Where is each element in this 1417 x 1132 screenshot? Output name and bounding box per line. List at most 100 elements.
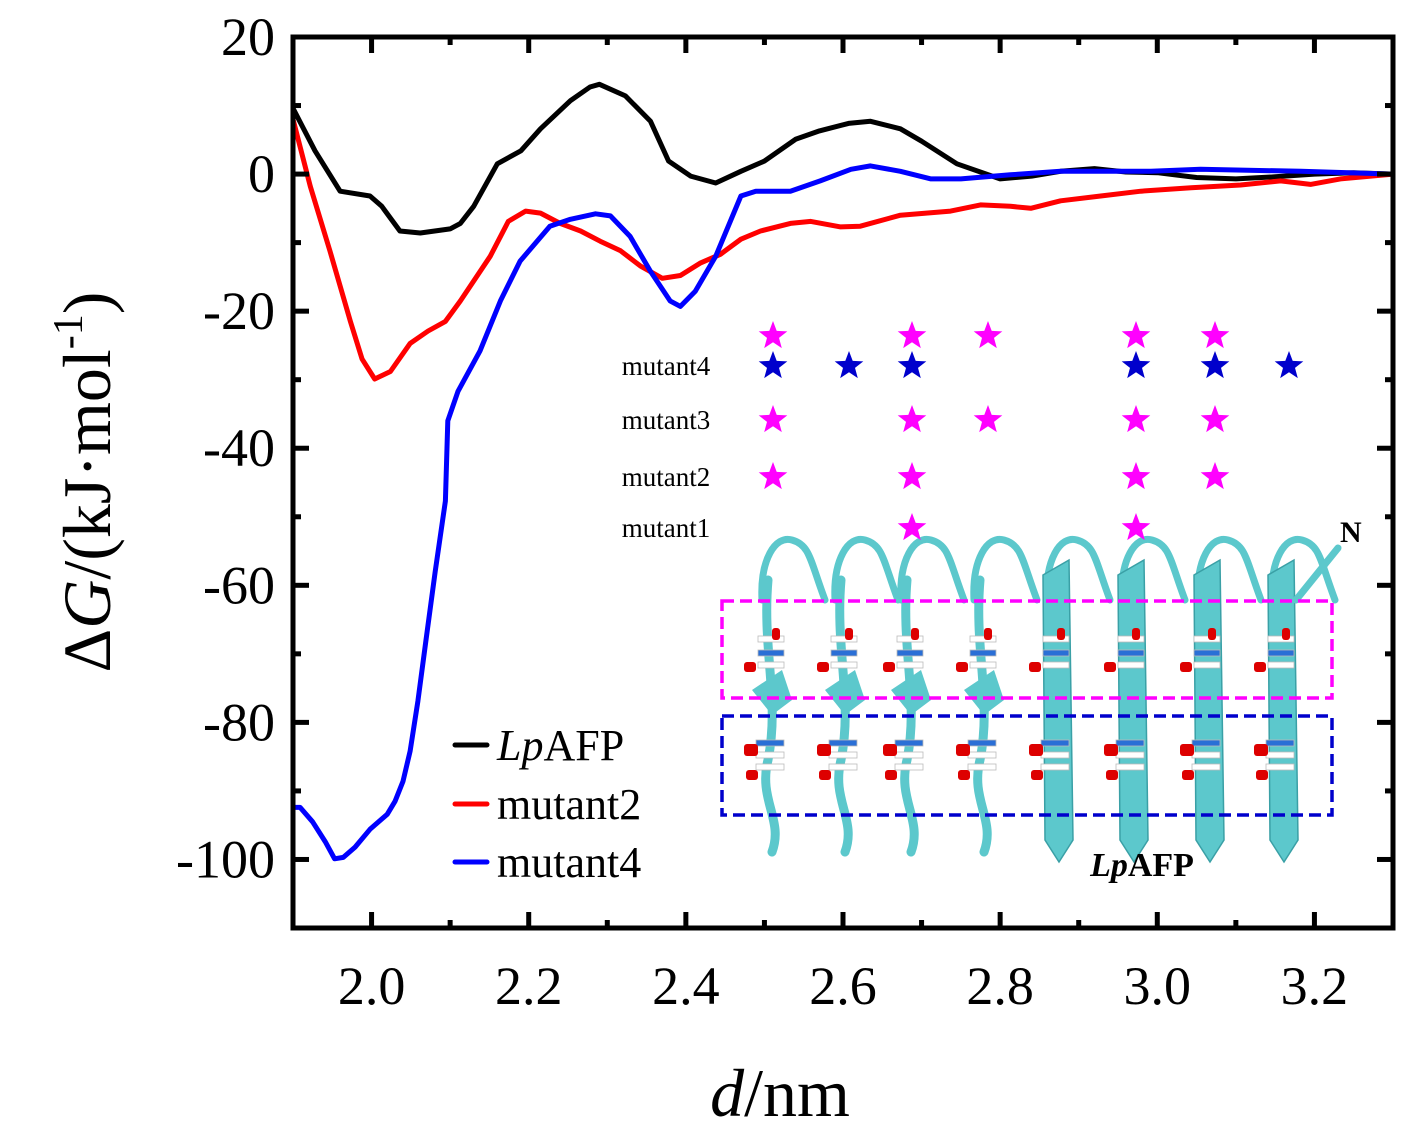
- oxygen-atom: [819, 770, 831, 780]
- oxygen-atom: [1031, 770, 1043, 780]
- side-chain-stick: [1042, 661, 1070, 669]
- legend-label: LpAFP: [496, 721, 624, 770]
- side-chain-stick: [967, 739, 997, 747]
- oxygen-atom: [911, 628, 919, 640]
- mutant-row-label: mutant3: [622, 405, 711, 435]
- side-chain-stick: [1193, 661, 1221, 669]
- mutation-star-icon: [1200, 405, 1230, 433]
- series-line-mutant2: [290, 116, 1396, 382]
- oxygen-atom: [1180, 744, 1194, 756]
- oxygen-atom: [1057, 628, 1065, 640]
- x-tick-label: 2.4: [652, 956, 720, 1016]
- n-terminus-label: N: [1340, 516, 1362, 549]
- n-terminus-tail: [1292, 544, 1342, 604]
- ribbon-arrow: [891, 670, 931, 715]
- side-chain-stick: [1193, 635, 1221, 643]
- side-chain-stick: [828, 739, 858, 747]
- series-line-mutant4: [290, 163, 1396, 862]
- ribbon-strand: [1193, 558, 1225, 864]
- ribbon-arrow: [825, 670, 865, 715]
- side-chain-stick: [1040, 739, 1070, 747]
- ribbon-loop: [1118, 535, 1189, 604]
- oxygen-atom: [1254, 662, 1266, 672]
- ribbon-loop: [970, 535, 1041, 604]
- protein-coil: [1104, 535, 1189, 864]
- ribbon-arrow: [964, 670, 1004, 715]
- mutation-star-icon: [1121, 321, 1151, 349]
- protein-label: LpAFP: [1089, 847, 1194, 884]
- side-chain-stick: [894, 751, 924, 759]
- mutation-star-icon: [758, 462, 788, 490]
- oxygen-atom: [1132, 628, 1140, 640]
- oxygen-atom: [1104, 744, 1118, 756]
- x-tick-label: 2.6: [809, 956, 877, 1016]
- x-axis-title-symbol: d: [710, 1055, 745, 1131]
- mutation-star-icon: [1121, 513, 1151, 541]
- y-axis-title-unit: /(kJ·mol: [49, 349, 125, 579]
- mutant-row-label: mutant4: [622, 351, 711, 381]
- oxygen-atom: [1029, 662, 1041, 672]
- side-chain-stick: [1115, 763, 1145, 771]
- side-chain-stick: [828, 763, 858, 771]
- oxygen-atom: [1208, 628, 1216, 640]
- mutation-star-icon: [1274, 351, 1304, 379]
- lower-site-box: [720, 714, 1334, 817]
- mutation-star-icon: [897, 513, 927, 541]
- mutant-row-label: mutant1: [622, 513, 711, 543]
- oxygen-atom: [744, 744, 758, 756]
- side-chain-stick: [1042, 649, 1070, 657]
- protein-coil: [956, 535, 1041, 857]
- oxygen-atom: [817, 744, 831, 756]
- mutation-star-icon: [897, 405, 927, 433]
- protein-coil: [883, 535, 968, 857]
- oxygen-atom: [817, 662, 829, 672]
- y-tick-label: -100: [176, 829, 275, 889]
- mutation-star-icon: [973, 405, 1003, 433]
- oxygen-atom: [1029, 744, 1043, 756]
- protein-coil: [817, 535, 902, 857]
- oxygen-atom: [958, 770, 970, 780]
- side-chain-stick: [896, 635, 924, 643]
- mutation-star-icon: [1200, 351, 1230, 379]
- x-tick-label: 3.2: [1281, 956, 1349, 1016]
- series-layer: [290, 81, 1396, 862]
- side-chain-stick: [967, 763, 997, 771]
- side-chain-stick: [1265, 739, 1295, 747]
- side-chain-stick: [830, 661, 858, 669]
- ribbon-arrow: [752, 670, 792, 715]
- x-tick-label: 2.0: [338, 956, 406, 1016]
- side-chain-stick: [1191, 763, 1221, 771]
- side-chain-stick: [894, 763, 924, 771]
- protein-coil: [1029, 535, 1114, 864]
- side-chain-stick: [1265, 751, 1295, 759]
- mutation-star-icon: [897, 462, 927, 490]
- side-chain-stick: [755, 751, 785, 759]
- legend: LpAFP mutant2 mutant4: [452, 721, 641, 887]
- x-axis-title-unit: /nm: [744, 1055, 850, 1131]
- side-chain-stick: [969, 661, 997, 669]
- legend-label: mutant4: [497, 838, 641, 887]
- oxygen-atom: [1106, 770, 1118, 780]
- side-chain-stick: [830, 649, 858, 657]
- oxygen-atom: [883, 662, 895, 672]
- mutation-star-icon: [758, 321, 788, 349]
- mutation-star-icon: [834, 351, 864, 379]
- y-axis-title-delta: Δ: [49, 629, 125, 673]
- oxygen-atom: [984, 628, 992, 640]
- mutation-star-icon: [973, 321, 1003, 349]
- mutation-star-icon: [1200, 462, 1230, 490]
- y-tick-label: -80: [203, 692, 275, 752]
- protein-coil: [744, 535, 829, 857]
- side-chain-stick: [828, 751, 858, 759]
- side-chain-stick: [967, 751, 997, 759]
- mutant-row-label: mutant2: [622, 462, 711, 492]
- y-tick-label: -60: [203, 555, 275, 615]
- mutation-star-icon: [897, 321, 927, 349]
- mutation-star-icon: [1121, 351, 1151, 379]
- side-chain-stick: [755, 763, 785, 771]
- series-line-LpAFP: [290, 81, 1396, 236]
- tick-labels: 2.0 2.2 2.4 2.6 2.8 3.0 3.2 20 0 -20 -40 -60 -80 -100: [176, 7, 1348, 1016]
- side-chain-stick: [894, 739, 924, 747]
- protein-coil: [1180, 535, 1265, 864]
